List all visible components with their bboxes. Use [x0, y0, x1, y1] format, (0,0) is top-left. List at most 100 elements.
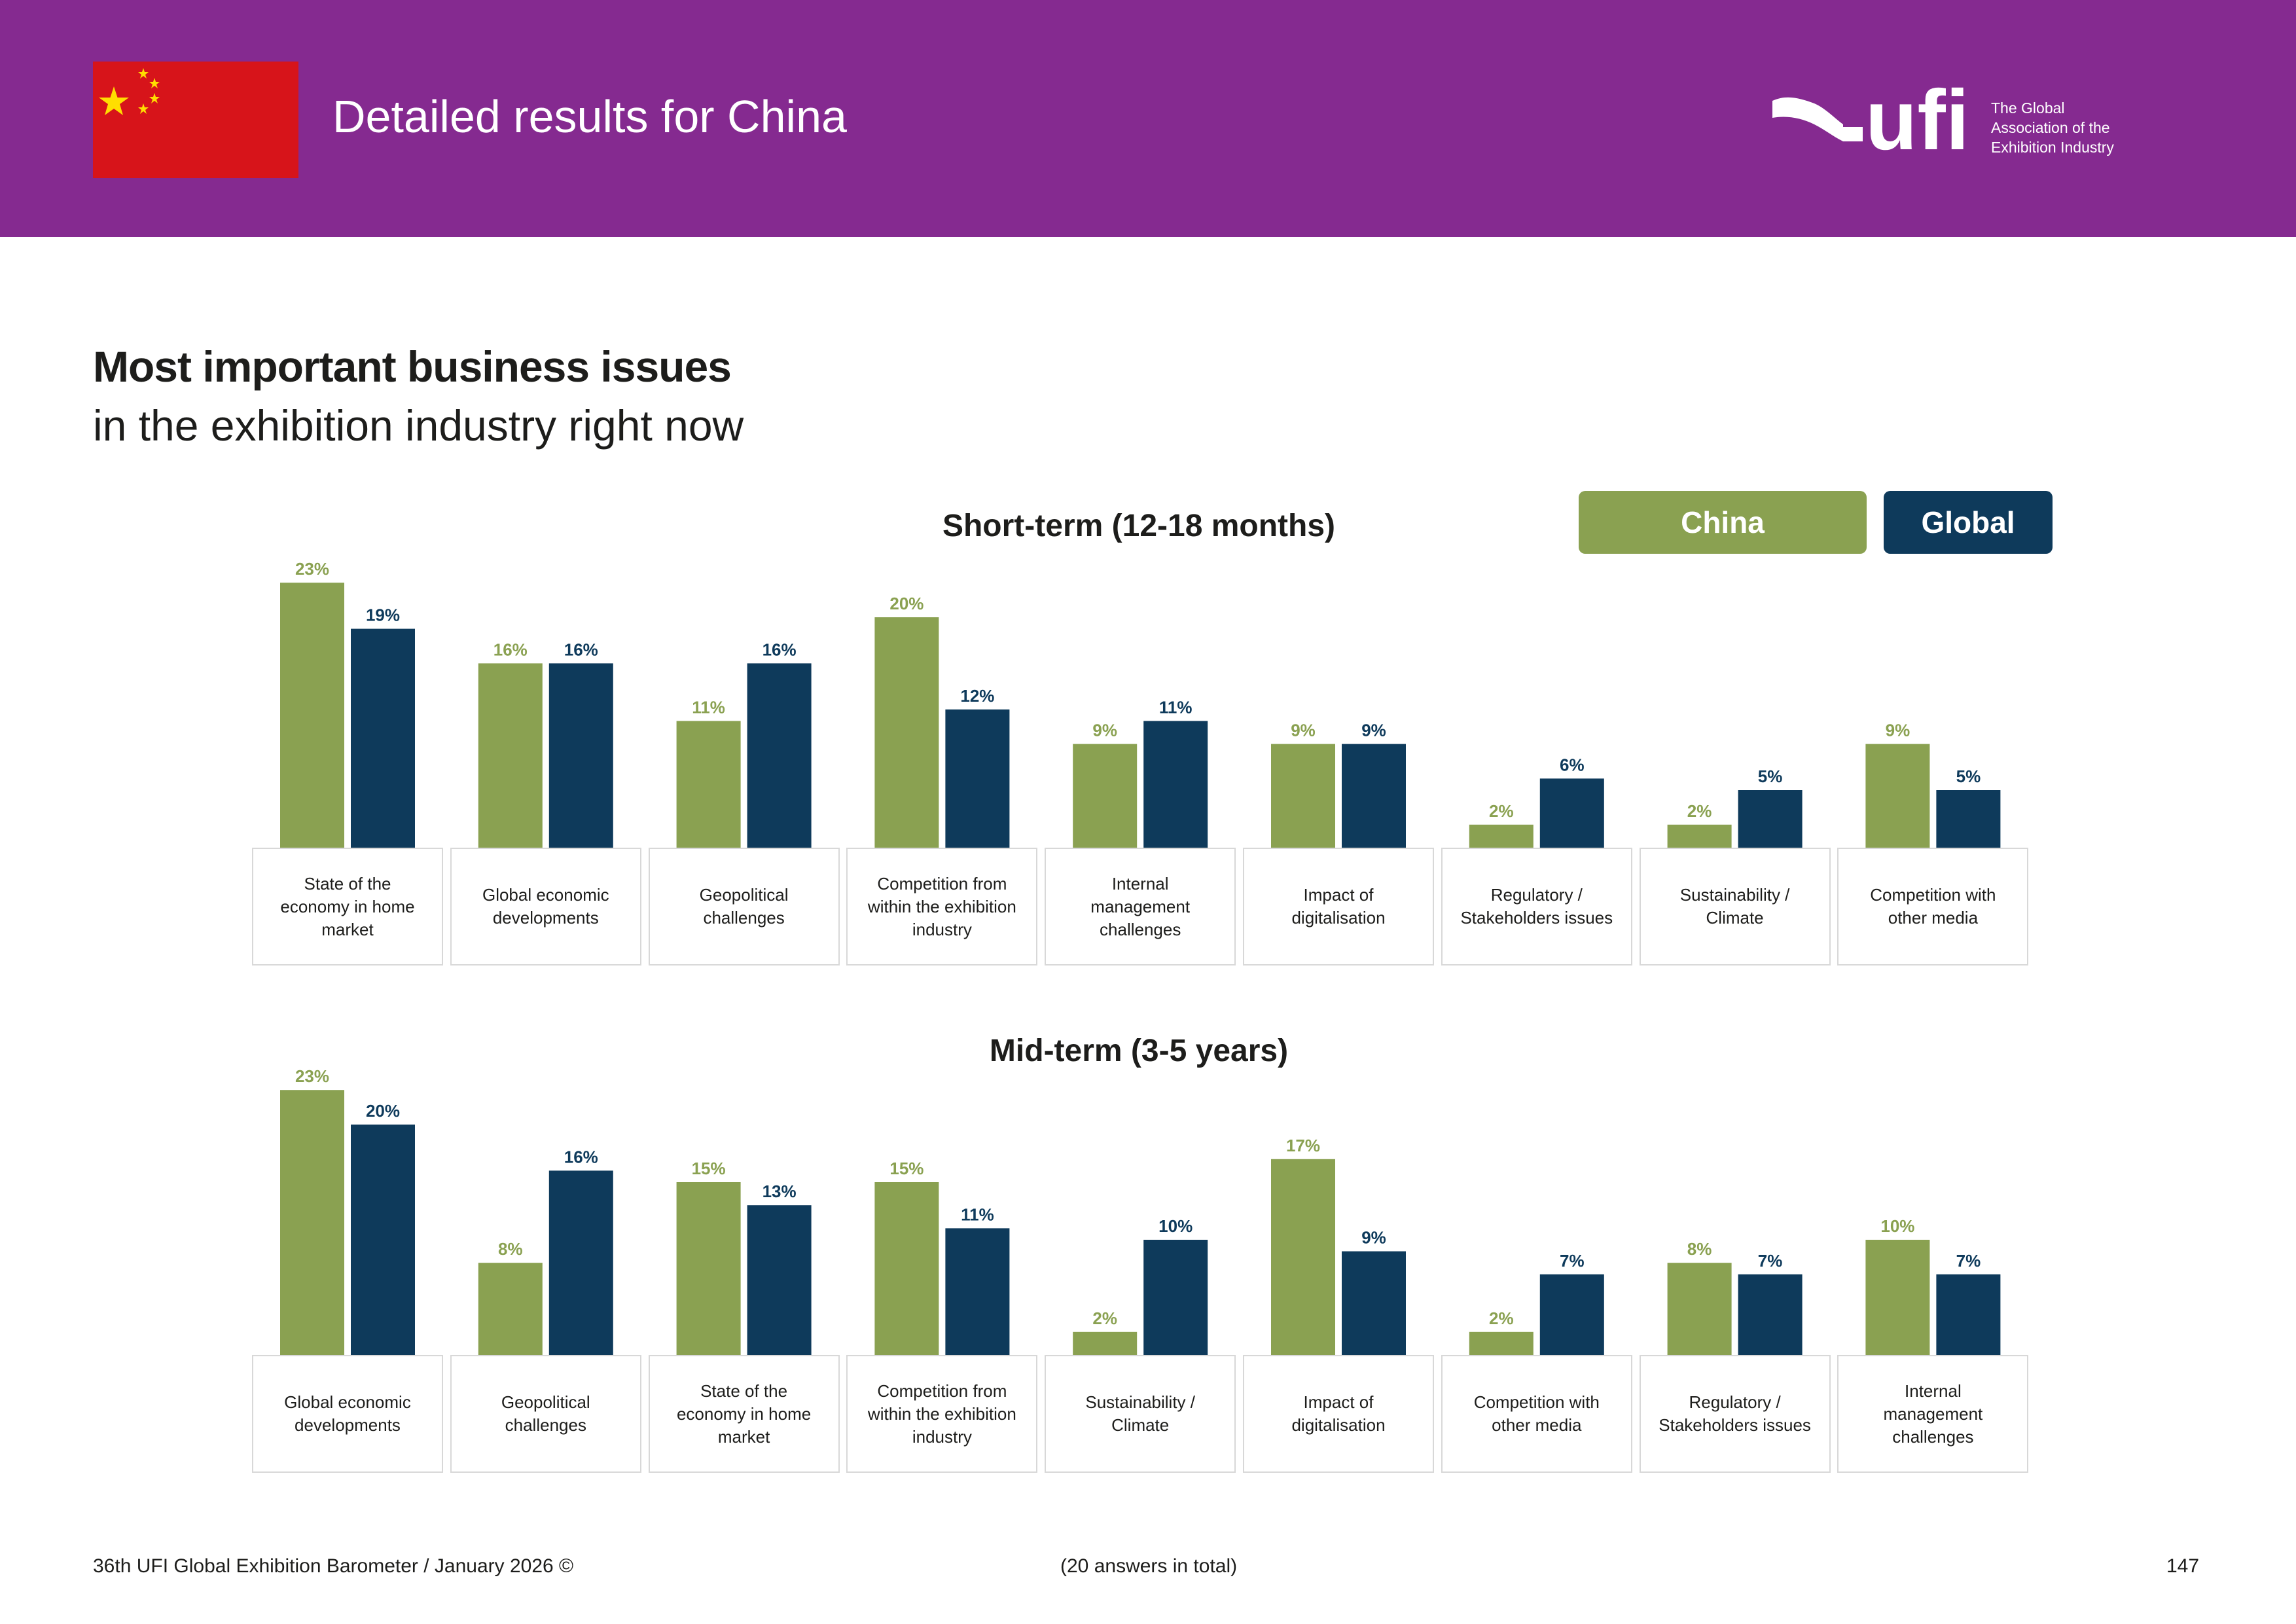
data-label: 23%: [295, 1066, 329, 1086]
category-label: Sustainability / Climate: [1639, 848, 1831, 965]
bar-global: [1936, 790, 2001, 848]
data-label: 8%: [1687, 1239, 1712, 1259]
data-label: 12%: [960, 686, 994, 706]
bar-global: [747, 663, 812, 848]
category-label: Competition from within the exhibition i…: [846, 1355, 1038, 1473]
data-label: 15%: [889, 1159, 924, 1178]
data-label: 11%: [961, 1204, 994, 1224]
category-label: Impact of digitalisation: [1243, 1355, 1434, 1473]
bar-china: [676, 1182, 741, 1355]
ufi-logo-icon: ufi: [1772, 72, 1969, 168]
footer-answers: (20 answers in total): [1060, 1555, 1238, 1577]
category-label: Competition with other media: [1837, 848, 2029, 965]
data-label: 20%: [889, 594, 924, 613]
bar-china: [1271, 744, 1335, 848]
data-label: 20%: [366, 1101, 400, 1121]
data-label: 7%: [1758, 1251, 1783, 1271]
data-label: 9%: [1361, 1228, 1386, 1248]
data-label: 11%: [692, 697, 725, 717]
data-label: 15%: [692, 1159, 726, 1178]
bar-china: [1865, 744, 1930, 848]
data-label: 2%: [1489, 1308, 1514, 1328]
bar-global: [548, 663, 613, 848]
data-label: 16%: [762, 640, 797, 659]
bar-global: [945, 1228, 1010, 1355]
data-label: 2%: [1092, 1308, 1117, 1328]
bar-global: [1738, 790, 1803, 848]
data-label: 10%: [1880, 1216, 1914, 1236]
bar-global: [1143, 721, 1208, 848]
category-label: State of the economy in home market: [648, 1355, 840, 1473]
data-label: 6%: [1560, 755, 1585, 774]
category-label: Sustainability / Climate: [1045, 1355, 1236, 1473]
category-label: Competition with other media: [1441, 1355, 1632, 1473]
data-label: 9%: [1291, 721, 1316, 740]
bar-global: [1738, 1274, 1803, 1355]
bar-global: [945, 709, 1010, 848]
header-bar: Detailed results for China ufi The Globa…: [0, 0, 2296, 237]
bar-china: [478, 1263, 543, 1355]
page-number: 147: [2166, 1555, 2200, 1577]
chart-title: Mid-term (3-5 years): [989, 1034, 1289, 1068]
data-label: 2%: [1489, 801, 1514, 821]
legend-china: China: [1579, 491, 1867, 554]
data-label: 9%: [1092, 721, 1117, 740]
bar-china: [478, 663, 543, 848]
data-label: 16%: [564, 640, 598, 659]
category-label: Geopolitical challenges: [648, 848, 840, 965]
category-label: Internal management challenges: [1045, 848, 1236, 965]
data-label: 9%: [1886, 721, 1910, 740]
logo-tagline-line: The Global: [1991, 99, 2065, 117]
data-label: 9%: [1361, 721, 1386, 740]
bar-china: [1667, 824, 1732, 848]
data-label: 17%: [1286, 1136, 1320, 1155]
page-title: Detailed results for China: [332, 91, 847, 142]
bar-global: [1143, 1240, 1208, 1355]
bar-china: [1073, 1331, 1138, 1355]
category-label: Internal management challenges: [1837, 1355, 2029, 1473]
bar-china: [1271, 1159, 1335, 1355]
bar-china: [676, 721, 741, 848]
bar-global: [1539, 1274, 1604, 1355]
data-label: 2%: [1687, 801, 1712, 821]
china-flag-icon: [93, 62, 298, 178]
bar-global: [747, 1205, 812, 1355]
data-label: 13%: [762, 1182, 797, 1201]
bar-global: [548, 1170, 613, 1355]
data-label: 19%: [366, 605, 400, 625]
data-label: 16%: [564, 1147, 598, 1166]
ufi-wordmark: ufi: [1865, 72, 1969, 168]
bar-china: [1469, 1331, 1534, 1355]
bar-global: [1539, 778, 1604, 848]
bar-china: [1667, 1263, 1732, 1355]
bar-china: [874, 1182, 939, 1355]
bar-global: [1936, 1274, 2001, 1355]
bar-china: [1073, 744, 1138, 848]
data-label: 11%: [1159, 697, 1193, 717]
data-label: 7%: [1560, 1251, 1585, 1271]
data-label: 16%: [493, 640, 528, 659]
data-label: 10%: [1158, 1216, 1193, 1236]
bar-china: [874, 617, 939, 848]
data-label: 7%: [1956, 1251, 1981, 1271]
data-label: 5%: [1956, 767, 1981, 786]
category-label: Regulatory / Stakeholders issues: [1639, 1355, 1831, 1473]
category-label: Impact of digitalisation: [1243, 848, 1434, 965]
legend-global: Global: [1884, 491, 2053, 554]
bar-global: [351, 1125, 415, 1355]
data-label: 23%: [295, 559, 329, 579]
bar-china: [1865, 1240, 1930, 1355]
bar-global: [1342, 744, 1406, 848]
logo-tagline-line: Exhibition Industry: [1991, 139, 2114, 156]
data-label: 8%: [498, 1239, 523, 1259]
bar-china: [280, 583, 344, 848]
chart-title: Short-term (12-18 months): [942, 509, 1336, 543]
section-subheading: in the exhibition industry right now: [93, 401, 744, 450]
bar-global: [351, 628, 415, 848]
category-label: Regulatory / Stakeholders issues: [1441, 848, 1632, 965]
bar-china: [1469, 824, 1534, 848]
category-label: Global economic developments: [450, 848, 641, 965]
section-heading: Most important business issues: [93, 342, 732, 391]
bar-global: [1342, 1251, 1406, 1355]
category-label: State of the economy in home market: [252, 848, 443, 965]
